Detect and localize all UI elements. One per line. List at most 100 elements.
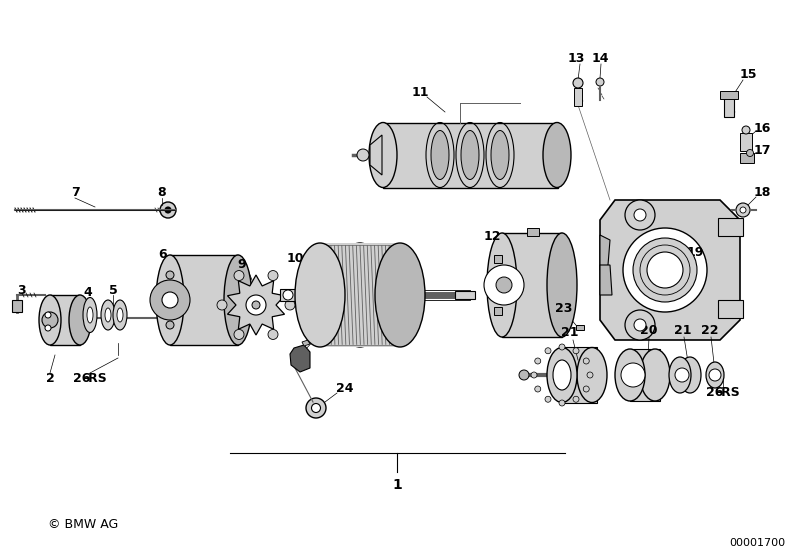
Text: -RS: -RS	[83, 372, 107, 385]
Text: 12: 12	[483, 230, 501, 244]
Circle shape	[268, 329, 278, 339]
Ellipse shape	[461, 130, 479, 179]
Text: 15: 15	[739, 68, 757, 80]
Text: 1: 1	[392, 478, 402, 492]
Ellipse shape	[87, 307, 93, 323]
Bar	[383, 123, 558, 188]
Bar	[280, 289, 296, 301]
Circle shape	[545, 396, 551, 402]
Circle shape	[736, 203, 750, 217]
Ellipse shape	[369, 122, 397, 187]
Circle shape	[675, 368, 689, 382]
Bar	[42, 310, 54, 332]
Polygon shape	[290, 345, 310, 372]
Circle shape	[252, 301, 260, 309]
Ellipse shape	[69, 295, 91, 345]
Text: 21: 21	[674, 324, 692, 337]
Bar	[574, 88, 582, 106]
Circle shape	[234, 271, 244, 281]
Ellipse shape	[295, 243, 345, 347]
Circle shape	[583, 358, 589, 364]
Circle shape	[709, 369, 721, 381]
Polygon shape	[228, 275, 284, 335]
Circle shape	[634, 319, 646, 331]
Circle shape	[573, 78, 583, 88]
Circle shape	[166, 271, 174, 279]
Circle shape	[535, 358, 541, 364]
Circle shape	[573, 396, 579, 402]
Bar	[718, 218, 743, 236]
Polygon shape	[600, 235, 610, 270]
Text: 13: 13	[567, 51, 585, 64]
Circle shape	[746, 149, 753, 157]
Text: 4: 4	[84, 287, 93, 300]
Circle shape	[647, 252, 683, 288]
Circle shape	[625, 200, 655, 230]
Text: -RS: -RS	[716, 386, 740, 400]
Circle shape	[535, 386, 541, 392]
Bar	[740, 133, 752, 151]
Circle shape	[217, 300, 227, 310]
Text: 9: 9	[237, 258, 246, 272]
Circle shape	[150, 280, 190, 320]
Circle shape	[496, 277, 512, 293]
Text: 16: 16	[753, 121, 771, 135]
Circle shape	[166, 321, 174, 329]
Ellipse shape	[83, 297, 97, 333]
Circle shape	[742, 126, 750, 134]
Bar	[494, 255, 502, 263]
Text: 24: 24	[336, 381, 354, 395]
Ellipse shape	[491, 130, 509, 179]
Bar	[320, 243, 400, 347]
Bar	[502, 233, 562, 337]
Ellipse shape	[39, 295, 61, 345]
Polygon shape	[370, 135, 382, 175]
Text: 22: 22	[702, 324, 719, 337]
Bar	[576, 325, 584, 330]
Polygon shape	[600, 200, 740, 340]
Circle shape	[45, 312, 51, 318]
Text: 26: 26	[74, 372, 91, 385]
Circle shape	[623, 228, 707, 312]
Ellipse shape	[679, 357, 701, 393]
Bar	[527, 228, 539, 236]
Circle shape	[165, 207, 171, 213]
Bar	[12, 300, 22, 312]
Circle shape	[234, 329, 244, 339]
Ellipse shape	[640, 349, 670, 401]
Circle shape	[519, 370, 529, 380]
Text: 19: 19	[686, 245, 704, 258]
Circle shape	[160, 202, 176, 218]
Circle shape	[45, 325, 51, 331]
Circle shape	[283, 290, 293, 300]
Ellipse shape	[547, 233, 577, 337]
Text: 17: 17	[753, 144, 771, 157]
Circle shape	[559, 344, 565, 350]
Bar	[562, 347, 597, 403]
Ellipse shape	[577, 348, 607, 402]
Ellipse shape	[543, 122, 571, 187]
Bar	[724, 95, 734, 117]
Circle shape	[740, 207, 746, 213]
Circle shape	[559, 400, 565, 406]
Text: 20: 20	[640, 324, 658, 337]
Circle shape	[162, 292, 178, 308]
Circle shape	[484, 265, 524, 305]
Ellipse shape	[375, 243, 425, 347]
Circle shape	[621, 363, 645, 387]
Bar	[718, 300, 743, 318]
Circle shape	[268, 271, 278, 281]
Circle shape	[312, 404, 320, 413]
Text: 3: 3	[18, 283, 26, 296]
Circle shape	[583, 386, 589, 392]
Text: © BMW AG: © BMW AG	[48, 518, 118, 530]
Bar	[740, 153, 754, 163]
Ellipse shape	[553, 360, 571, 390]
Ellipse shape	[105, 308, 111, 322]
Circle shape	[596, 78, 604, 86]
Ellipse shape	[156, 255, 184, 345]
Bar	[455, 291, 475, 299]
Text: 18: 18	[753, 187, 771, 200]
Circle shape	[285, 300, 295, 310]
Bar	[170, 255, 238, 345]
